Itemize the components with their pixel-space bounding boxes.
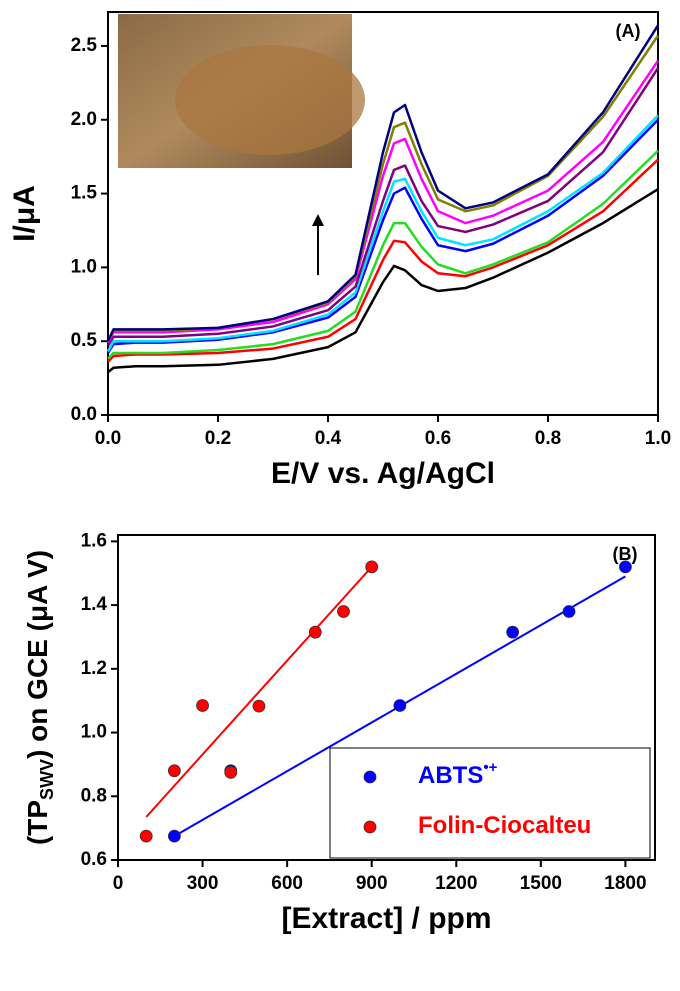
legend-label: ABTS•+ <box>418 759 498 789</box>
plot-frame <box>107 11 659 416</box>
y-tick-label: 1.0 <box>81 722 107 743</box>
curve <box>107 149 659 360</box>
y-tick-label: 2.0 <box>71 109 97 130</box>
point <box>308 625 322 639</box>
legend-label-text: ABTS <box>418 762 483 789</box>
point <box>506 625 520 639</box>
x-tick-label: 0.2 <box>205 428 231 449</box>
point <box>337 605 350 618</box>
curve <box>106 118 659 354</box>
curve <box>106 114 659 353</box>
point <box>619 560 632 574</box>
x-tick-label: 0.8 <box>535 428 561 449</box>
x-tick-label: 0.4 <box>315 428 342 449</box>
point <box>167 829 181 843</box>
x-tick-label: 1200 <box>435 873 477 894</box>
point <box>196 699 209 712</box>
y-tick-label: 1.0 <box>71 256 97 277</box>
y-tick-label: 1.2 <box>81 658 107 679</box>
curve <box>106 24 660 342</box>
legend-marker <box>363 820 377 834</box>
legend-label-sup: •+ <box>483 759 497 776</box>
y-tick-label: 1.5 <box>71 183 98 204</box>
point <box>562 605 576 618</box>
x-axis-title: E/V vs. Ag/AgCl <box>271 457 495 490</box>
curve <box>107 158 659 363</box>
x-tick-label: 1.0 <box>645 428 671 449</box>
y-axis-title: I/μA <box>8 185 41 242</box>
legend-box <box>329 747 651 859</box>
legend-label-text: Folin-Ciocalteu <box>418 812 591 839</box>
legend-marker <box>363 770 377 784</box>
y-tick-label: 0.8 <box>81 785 107 806</box>
x-tick-label: 600 <box>271 873 303 894</box>
point <box>252 699 266 713</box>
curve <box>106 67 660 347</box>
curve <box>107 188 659 374</box>
x-tick-label: 1500 <box>520 873 562 894</box>
x-tick-label: 0.0 <box>95 428 121 449</box>
curve <box>106 34 660 342</box>
fit-line <box>145 566 373 818</box>
y-tick-label: 0.6 <box>81 849 107 870</box>
point <box>365 560 379 574</box>
x-tick-label: 900 <box>356 873 388 894</box>
point <box>224 765 238 779</box>
y-tick-label: 2.5 <box>71 35 98 56</box>
panel-label: (B) <box>613 544 638 564</box>
x-tick-label: 300 <box>187 873 219 894</box>
y-tick-label: 0.5 <box>71 330 98 351</box>
arrow-head <box>312 214 324 226</box>
y-axis-title-sub: SWV <box>37 759 57 800</box>
x-tick-label: 1800 <box>604 873 646 894</box>
point <box>139 829 153 843</box>
y-tick-label: 1.4 <box>81 594 108 615</box>
x-tick-label: 0.6 <box>425 428 451 449</box>
y-axis-title-part: ) on GCE (μA V) <box>22 550 53 759</box>
plot-frame <box>117 534 656 861</box>
y-tick-label: 1.6 <box>81 530 107 551</box>
x-axis-title: [Extract] / ppm <box>281 902 491 935</box>
legend-label: Folin-Ciocalteu <box>418 812 591 839</box>
y-tick-label: 0.0 <box>71 404 97 425</box>
point <box>167 764 181 778</box>
panel-label: (A) <box>616 21 641 41</box>
y-axis-title: (TPSWV) on GCE (μA V) <box>22 550 56 845</box>
x-tick-label: 0 <box>113 873 124 894</box>
curve <box>106 60 660 344</box>
point <box>393 699 407 712</box>
spoon <box>175 45 365 155</box>
y-axis-title-part: (TP <box>22 800 53 845</box>
